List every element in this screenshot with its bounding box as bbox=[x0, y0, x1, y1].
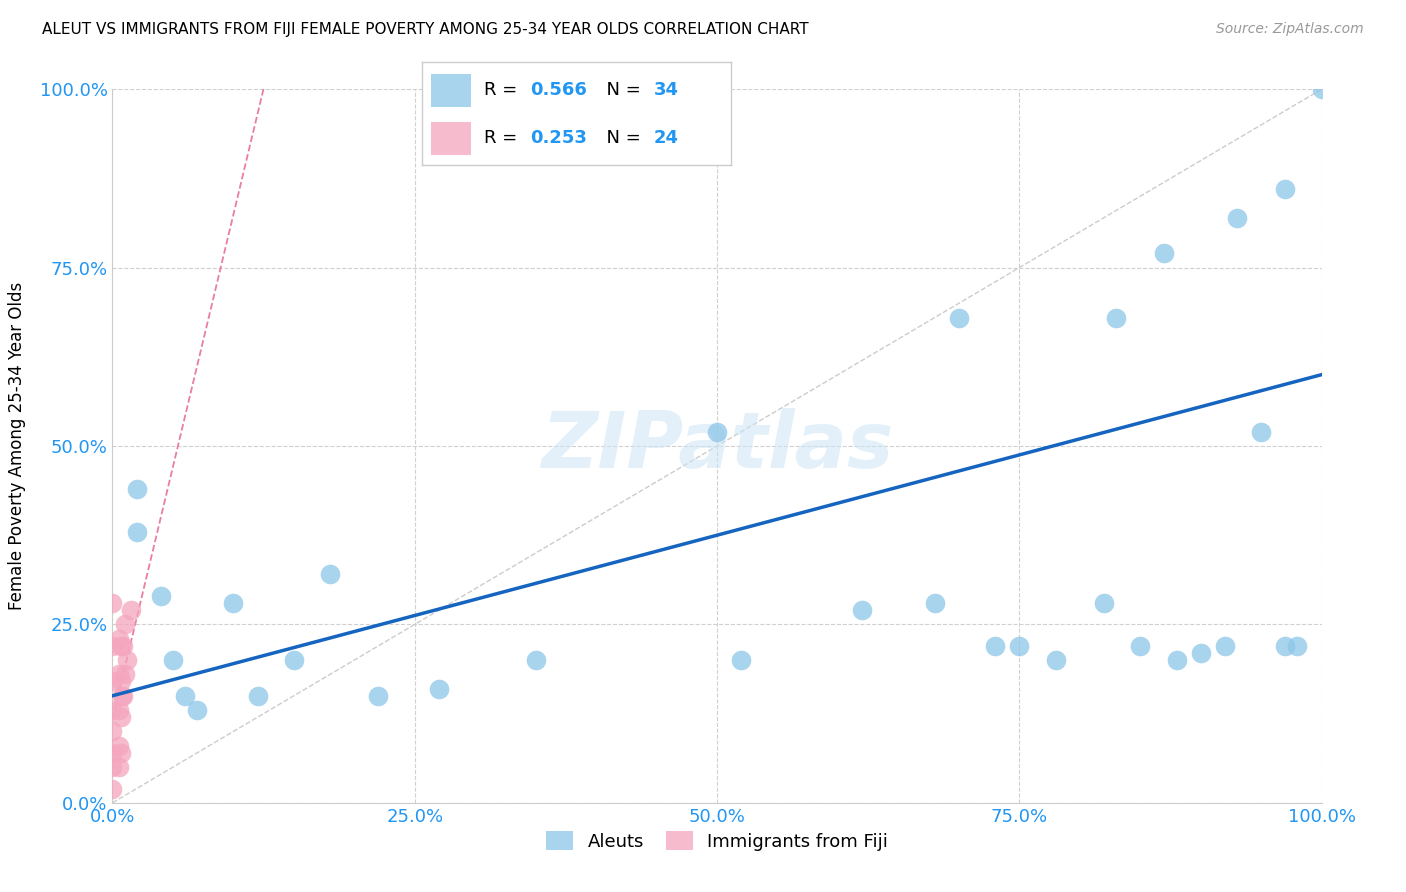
Text: N =: N = bbox=[595, 129, 647, 147]
Point bbox=[101, 703, 124, 717]
Point bbox=[125, 524, 148, 539]
Point bbox=[101, 760, 124, 774]
Point bbox=[1153, 246, 1175, 260]
Point bbox=[948, 310, 970, 325]
Point bbox=[1213, 639, 1236, 653]
Point bbox=[110, 674, 132, 689]
Point bbox=[1310, 82, 1333, 96]
Point bbox=[114, 667, 136, 681]
Point bbox=[524, 653, 547, 667]
Text: 0.566: 0.566 bbox=[530, 81, 586, 99]
Point bbox=[101, 781, 124, 796]
Point bbox=[107, 632, 129, 646]
Point bbox=[706, 425, 728, 439]
Point bbox=[107, 739, 129, 753]
Point bbox=[115, 653, 138, 667]
Point bbox=[1274, 639, 1296, 653]
Point bbox=[924, 596, 946, 610]
Point bbox=[112, 689, 135, 703]
Point bbox=[1250, 425, 1272, 439]
Y-axis label: Female Poverty Among 25-34 Year Olds: Female Poverty Among 25-34 Year Olds bbox=[7, 282, 25, 610]
Legend: Aleuts, Immigrants from Fiji: Aleuts, Immigrants from Fiji bbox=[538, 824, 896, 858]
Point bbox=[174, 689, 197, 703]
Point bbox=[101, 639, 124, 653]
Point bbox=[110, 710, 132, 724]
Text: R =: R = bbox=[484, 81, 523, 99]
FancyBboxPatch shape bbox=[432, 74, 471, 106]
Point bbox=[1045, 653, 1067, 667]
Point bbox=[107, 760, 129, 774]
Point bbox=[984, 639, 1007, 653]
Point bbox=[319, 567, 342, 582]
Text: 0.253: 0.253 bbox=[530, 129, 586, 147]
Point bbox=[1008, 639, 1031, 653]
Point bbox=[730, 653, 752, 667]
Point bbox=[367, 689, 389, 703]
Point bbox=[186, 703, 208, 717]
Point bbox=[125, 482, 148, 496]
Point bbox=[1286, 639, 1309, 653]
Point bbox=[1129, 639, 1152, 653]
Text: R =: R = bbox=[484, 129, 523, 147]
Point bbox=[101, 746, 124, 760]
Point bbox=[1166, 653, 1188, 667]
Point bbox=[1092, 596, 1115, 610]
Point bbox=[110, 639, 132, 653]
Point bbox=[101, 674, 124, 689]
Point bbox=[1105, 310, 1128, 325]
Point bbox=[110, 746, 132, 760]
Point bbox=[111, 689, 134, 703]
Point bbox=[246, 689, 269, 703]
Point bbox=[101, 596, 124, 610]
Point bbox=[114, 617, 136, 632]
Point bbox=[283, 653, 305, 667]
Point bbox=[162, 653, 184, 667]
Point bbox=[427, 681, 450, 696]
Point bbox=[120, 603, 142, 617]
Point bbox=[107, 703, 129, 717]
Point bbox=[107, 667, 129, 681]
Point bbox=[1189, 646, 1212, 660]
Text: ALEUT VS IMMIGRANTS FROM FIJI FEMALE POVERTY AMONG 25-34 YEAR OLDS CORRELATION C: ALEUT VS IMMIGRANTS FROM FIJI FEMALE POV… bbox=[42, 22, 808, 37]
Point bbox=[222, 596, 245, 610]
Point bbox=[112, 639, 135, 653]
Text: 34: 34 bbox=[654, 81, 679, 99]
Text: ZIPatlas: ZIPatlas bbox=[541, 408, 893, 484]
Point bbox=[1226, 211, 1249, 225]
Point bbox=[101, 724, 124, 739]
Point bbox=[1274, 182, 1296, 196]
Text: Source: ZipAtlas.com: Source: ZipAtlas.com bbox=[1216, 22, 1364, 37]
Text: N =: N = bbox=[595, 81, 647, 99]
FancyBboxPatch shape bbox=[432, 122, 471, 155]
Point bbox=[149, 589, 172, 603]
Text: 24: 24 bbox=[654, 129, 679, 147]
Point bbox=[851, 603, 873, 617]
